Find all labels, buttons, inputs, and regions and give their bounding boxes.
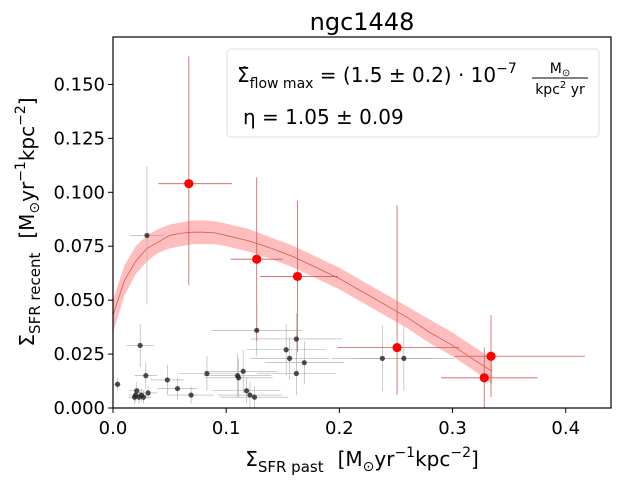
ind-point-12 xyxy=(174,385,181,392)
ind-point-11 xyxy=(164,377,170,383)
ind-point-16 xyxy=(236,375,242,381)
ind-point-8 xyxy=(143,373,149,379)
y-axis-ticks: 0.000 0.025 0.050 0.075 0.100 0.125 0.150 xyxy=(53,74,113,419)
y-tick-label-1: 0.025 xyxy=(53,344,105,365)
fit-curve xyxy=(112,231,493,372)
fit-confidence-band xyxy=(113,220,493,385)
ind-point-19 xyxy=(247,392,253,398)
plot-area xyxy=(112,56,585,408)
ind-point-14 xyxy=(204,370,210,377)
ind-point-25 xyxy=(293,370,299,377)
ind-point-13 xyxy=(188,392,194,398)
ind-point-7 xyxy=(140,394,147,400)
annotation-sub: flow max xyxy=(250,76,314,92)
bin-point-3 xyxy=(392,343,402,353)
ind-point-28 xyxy=(401,355,407,361)
y-tick-label-0: 0.000 xyxy=(53,398,105,419)
y-axis-label: ΣSFR recent[M⊙yr−1kpc−2] xyxy=(13,97,44,346)
ind-point-23 xyxy=(286,355,293,361)
x-tick-label-3: 0.3 xyxy=(438,418,467,439)
annotation-frac-denominator: kpc2 yr xyxy=(535,80,585,98)
bin-point-0 xyxy=(184,179,194,189)
bin-point-2 xyxy=(292,271,303,282)
ind-point-0 xyxy=(114,381,121,387)
ind-point-20 xyxy=(251,394,258,400)
x-tick-label-4: 0.4 xyxy=(551,418,580,439)
y-tick-label-5: 0.125 xyxy=(53,128,105,149)
fit-band-group xyxy=(113,220,493,385)
ind-point-3 xyxy=(134,388,140,394)
annotation-box xyxy=(226,48,600,138)
y-tick-label-3: 0.075 xyxy=(53,236,105,257)
bin-point-4 xyxy=(479,373,489,383)
chart-title: ngc1448 xyxy=(310,8,415,36)
annotation-frac-numerator: M⊙ xyxy=(550,61,570,79)
bin-point-1 xyxy=(252,254,262,264)
ind-point-26 xyxy=(301,360,307,366)
ind-point-21 xyxy=(254,327,260,333)
annotation-equation: = (1.5 ± 0.2) · 10 xyxy=(313,63,496,87)
annotation-sigma-dot: Σ̇ xyxy=(237,63,250,87)
y-tick-label-4: 0.100 xyxy=(53,182,105,203)
x-tick-label-2: 0.2 xyxy=(325,418,354,439)
x-axis-ticks: 0.0 0.1 0.2 0.3 0.4 xyxy=(99,408,580,439)
axes-frame xyxy=(112,36,612,409)
y-tick-label-6: 0.150 xyxy=(53,74,105,95)
bin-point-5 xyxy=(486,351,496,361)
ind-point-5 xyxy=(137,342,143,349)
annotation-line2: η = 1.05 ± 0.09 xyxy=(243,105,404,129)
y-tick-label-2: 0.050 xyxy=(53,290,105,311)
individual-points xyxy=(114,232,407,400)
x-tick-label-1: 0.1 xyxy=(212,418,241,439)
ind-point-27 xyxy=(379,355,385,361)
annotation-line1: Σ̇flow max = (1.5 ± 0.2) · 10−7 xyxy=(237,61,517,92)
ind-point-18 xyxy=(243,388,250,394)
ind-point-9 xyxy=(144,232,150,239)
ind-point-24 xyxy=(293,336,299,342)
x-tick-label-0: 0.0 xyxy=(99,418,128,439)
ind-point-22 xyxy=(283,347,289,353)
annotation-exponent: −7 xyxy=(496,61,517,77)
fit-line-group xyxy=(112,231,493,372)
x-axis-label: ΣSFR past [M⊙yr−1kpc−2] xyxy=(245,445,479,476)
ind-point-17 xyxy=(240,368,246,374)
binned-points xyxy=(184,179,496,383)
ind-point-10 xyxy=(145,390,151,396)
